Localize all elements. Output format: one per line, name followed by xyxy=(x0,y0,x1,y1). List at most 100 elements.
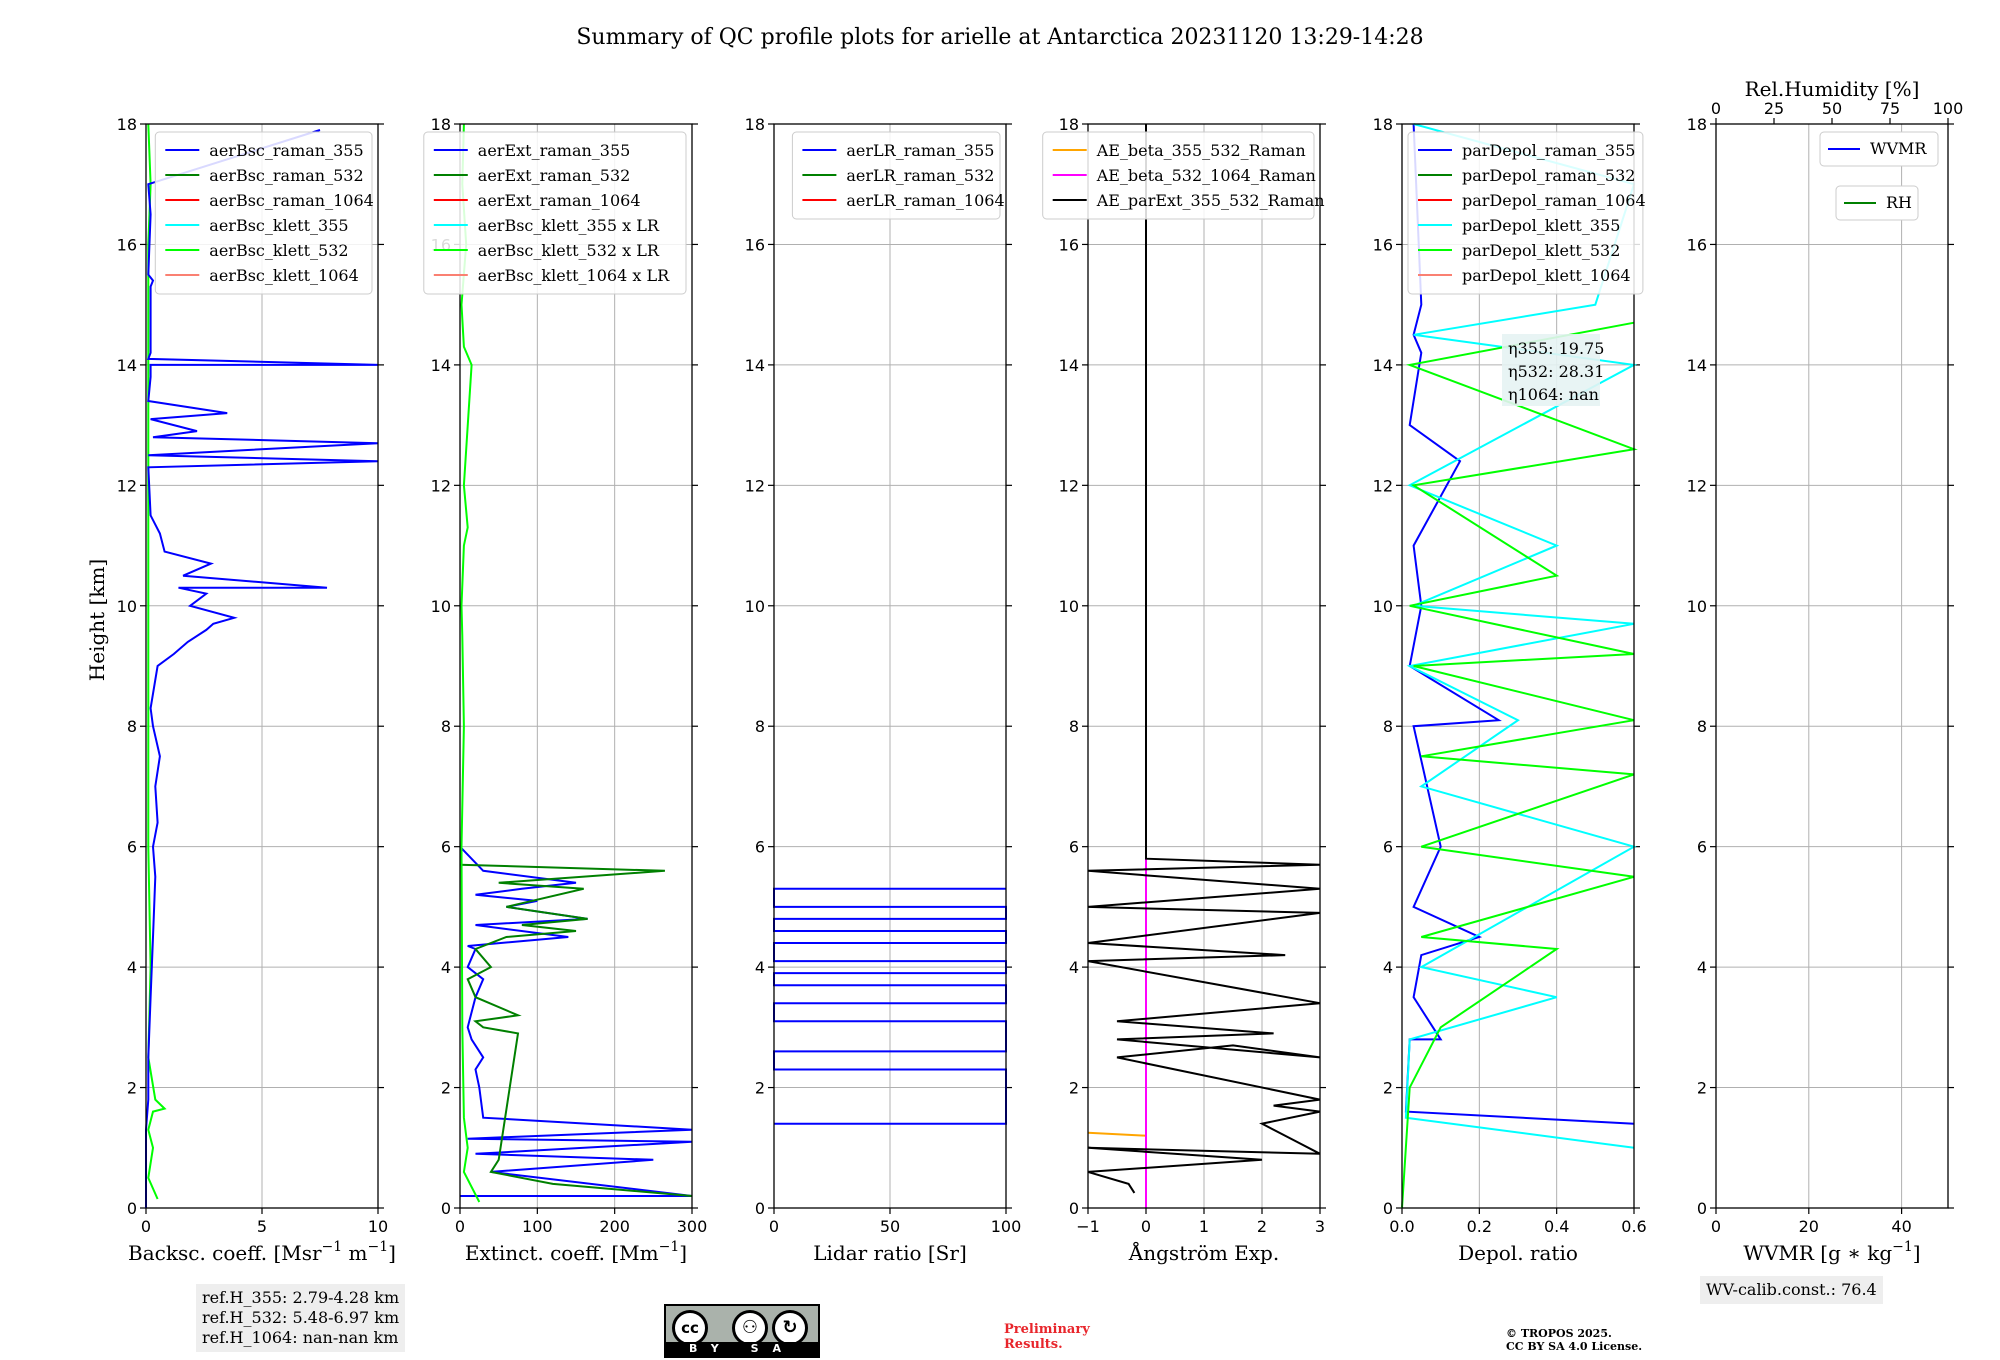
y-tick-label: 16 xyxy=(745,235,765,254)
y-tick-label: 0 xyxy=(127,1199,137,1218)
legend-entry: parDepol_klett_532 xyxy=(1462,241,1620,260)
cc-by-sa-logo: cc ⚇ ↻ BY SA xyxy=(664,1304,820,1358)
y-tick-label: 6 xyxy=(1697,838,1707,857)
y-tick-label: 6 xyxy=(1069,838,1079,857)
x-tick-label: 20 xyxy=(1799,1217,1819,1236)
y-tick-label: 8 xyxy=(1697,717,1707,736)
y-tick-label: 8 xyxy=(1383,717,1393,736)
x-tick-label: 40 xyxy=(1891,1217,1911,1236)
y-tick-label: 14 xyxy=(117,356,137,375)
x-tick-label: 0.2 xyxy=(1467,1217,1492,1236)
legend-box-rh xyxy=(1835,185,1919,221)
legend-entry: parDepol_raman_532 xyxy=(1462,166,1635,185)
x-axis-label: Backsc. coeff. [Msr−1 m−1] xyxy=(128,1239,396,1265)
legend-entry: parDepol_raman_1064 xyxy=(1462,191,1646,210)
legend-box xyxy=(1042,131,1315,220)
share-alike-icon: ↻ xyxy=(772,1310,808,1346)
legend-entry: aerLR_raman_355 xyxy=(846,141,994,160)
x-tick-label: 0.4 xyxy=(1544,1217,1569,1236)
y-tick-label: 10 xyxy=(117,597,137,616)
series-line-AE_parExt_355_532_Raman xyxy=(1087,124,1321,1194)
y-tick-label: 12 xyxy=(1059,476,1079,495)
wv-calib-box: WV-calib.const.: 76.4 xyxy=(1700,1276,1883,1304)
cc-icon: cc xyxy=(672,1310,708,1346)
preliminary-results-note: Preliminary Results. xyxy=(1004,1322,1090,1352)
panel-1: 0 2 4 6 8 10 12 14 16 18 0 5 10 Backsc. coeff. [Msr−1… xyxy=(117,115,396,1265)
license-bar: BY SA xyxy=(666,1342,818,1356)
series-line-aerBsc_raman_355 xyxy=(145,129,379,1208)
y-tick-label: 10 xyxy=(1059,597,1079,616)
y-tick-label: 0 xyxy=(1697,1199,1707,1218)
y-tick-label: 0 xyxy=(1383,1199,1393,1218)
y-tick-label: 4 xyxy=(1697,958,1707,977)
y-tick-label: 14 xyxy=(745,356,765,375)
x-tick-label: 0 xyxy=(141,1217,151,1236)
y-tick-label: 16 xyxy=(1059,235,1079,254)
y-tick-label: 0 xyxy=(755,1199,765,1218)
series-line-aerBsc_klett_532 xyxy=(147,123,167,1200)
x-tick-label: 5 xyxy=(257,1217,267,1236)
y-tick-label: 6 xyxy=(755,838,765,857)
legend-entry: aerExt_raman_1064 xyxy=(478,191,641,210)
legend-entry: AE_parExt_355_532_Raman xyxy=(1096,191,1325,210)
legend-entry: aerBsc_klett_355 x LR xyxy=(478,216,660,235)
y-tick-label: 6 xyxy=(1383,838,1393,857)
wv-calib-const: WV-calib.const.: 76.4 xyxy=(1706,1280,1877,1299)
top-tick-label: 25 xyxy=(1764,99,1784,118)
y-tick-label: 8 xyxy=(1069,717,1079,736)
y-tick-label: 4 xyxy=(755,958,765,977)
axes-frame xyxy=(1715,123,1949,1209)
eta-annotation-line: η355: 19.75 xyxy=(1508,339,1604,358)
y-tick-label: 12 xyxy=(431,476,451,495)
y-tick-label: 18 xyxy=(1687,115,1707,134)
series-line-aerExt_raman_532 xyxy=(459,863,693,1197)
x-tick-label: 200 xyxy=(599,1217,630,1236)
y-tick-label: 10 xyxy=(431,597,451,616)
panel-3: 0 2 4 6 8 10 12 14 16 18 0 50 100 Lidar ratio [Sr] aer… xyxy=(745,115,1022,1265)
legend-entry: RH xyxy=(1886,193,1912,212)
y-tick-label: 16 xyxy=(1373,235,1393,254)
y-tick-label: 8 xyxy=(441,717,451,736)
x-tick-label: 10 xyxy=(368,1217,388,1236)
y-tick-label: 2 xyxy=(441,1079,451,1098)
legend-entry: AE_beta_532_1064_Raman xyxy=(1096,166,1316,185)
ref-h-355: ref.H_355: 2.79-4.28 km xyxy=(202,1288,400,1307)
x-tick-label: 3 xyxy=(1315,1217,1325,1236)
x-tick-label: −1 xyxy=(1076,1217,1100,1236)
y-tick-label: 12 xyxy=(745,476,765,495)
legend-entry: aerExt_raman_355 xyxy=(478,141,631,160)
x-tick-label: 300 xyxy=(677,1217,708,1236)
y-tick-label: 4 xyxy=(127,958,137,977)
axes-frame xyxy=(145,123,379,1209)
y-tick-label: 18 xyxy=(1059,115,1079,134)
top-tick-label: 75 xyxy=(1880,99,1900,118)
eta-annotation-line: η1064: nan xyxy=(1508,385,1599,404)
copyright-line-1: © TROPOS 2025. xyxy=(1506,1327,1612,1340)
legend-box xyxy=(791,131,1001,220)
legend-box xyxy=(423,131,687,295)
y-tick-label: 2 xyxy=(755,1079,765,1098)
sa-label: SA xyxy=(750,1342,796,1355)
y-tick-label: 12 xyxy=(117,476,137,495)
legend-entry: parDepol_klett_355 xyxy=(1462,216,1620,235)
axes-frame xyxy=(459,123,693,1209)
y-tick-label: 18 xyxy=(117,115,137,134)
legend-entry: aerBsc_raman_1064 xyxy=(209,191,374,210)
y-tick-label: 2 xyxy=(127,1079,137,1098)
y-tick-label: 2 xyxy=(1383,1079,1393,1098)
top-axis-label: Rel.Humidity [%] xyxy=(1745,77,1920,101)
eta-annotation-box xyxy=(1502,334,1600,406)
x-tick-label: 0 xyxy=(1711,1217,1721,1236)
x-tick-label: 0.0 xyxy=(1389,1217,1414,1236)
panels: 0 2 4 6 8 10 12 14 16 18 0 5 10 Backsc. coeff. [Msr−1… xyxy=(117,77,1964,1265)
legend-entry: aerBsc_klett_532 xyxy=(209,241,348,260)
attribution-icon: ⚇ xyxy=(732,1310,768,1346)
by-label: BY xyxy=(688,1342,733,1355)
legend-entry: aerExt_raman_532 xyxy=(478,166,631,185)
y-tick-label: 16 xyxy=(1687,235,1707,254)
series-line-AE_beta_355_532_Raman xyxy=(1087,1131,1147,1137)
series-line-parDepol_klett_355 xyxy=(1404,123,1638,1149)
x-axis-label: Ångström Exp. xyxy=(1128,1240,1279,1265)
